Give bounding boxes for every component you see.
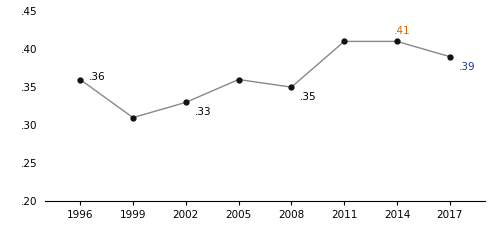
Text: .39: .39 <box>458 62 475 72</box>
Text: .36: .36 <box>89 72 106 82</box>
Text: .41: .41 <box>394 27 410 36</box>
Text: .33: .33 <box>194 107 211 117</box>
Text: .35: .35 <box>300 92 317 102</box>
